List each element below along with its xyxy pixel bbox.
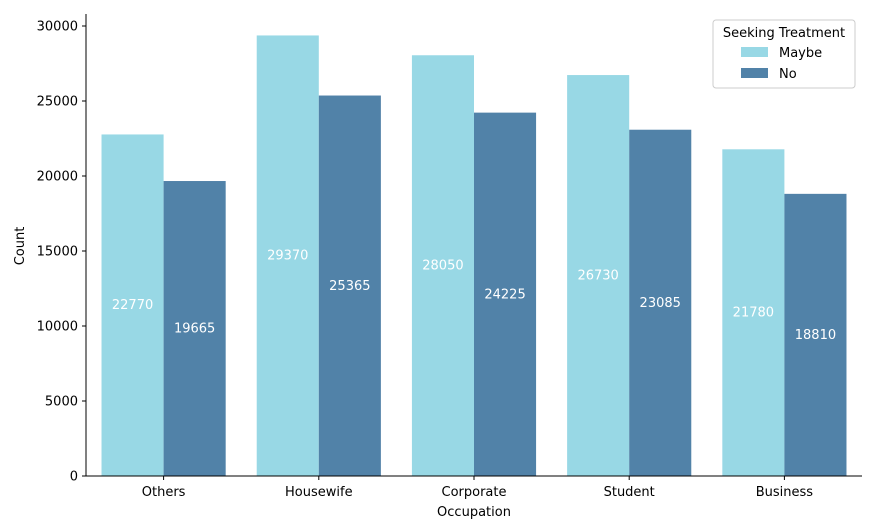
bar-value-label: 25365 (329, 279, 370, 294)
bar-value-label: 28050 (422, 259, 463, 274)
y-tick-label: 10000 (37, 320, 78, 335)
bar-value-label: 18810 (795, 328, 836, 343)
x-tick-label: Others (142, 485, 186, 500)
bar-maybe-others (101, 134, 164, 476)
axes-group: Others Housewife Corporate Student Business 0… (37, 14, 862, 500)
x-axis-title: Occupation (437, 505, 511, 520)
x-tick-label: Corporate (442, 485, 507, 500)
bar-no-housewife (318, 95, 381, 477)
bar-maybe-corporate (411, 55, 474, 476)
y-tick-label: 30000 (37, 20, 78, 35)
y-tick-label: 5000 (45, 395, 78, 410)
bar-labels-group: 22770 19665 29370 25365 28050 24225 26730 23085… (112, 249, 836, 343)
bar-value-label: 23085 (640, 296, 681, 311)
legend: Seeking Treatment Maybe No (712, 19, 856, 89)
bar-maybe-housewife (256, 35, 319, 476)
y-tick-label: 0 (70, 470, 78, 485)
bar-value-label: 24225 (484, 287, 525, 302)
bar-value-label: 22770 (112, 298, 153, 313)
x-tick-label: Housewife (285, 485, 353, 500)
legend-label-maybe: Maybe (779, 46, 822, 61)
bars-group (101, 35, 847, 477)
legend-label-no: No (779, 67, 797, 82)
bar-no-business (784, 193, 847, 476)
bar-value-label: 19665 (174, 322, 215, 337)
legend-swatch-maybe (741, 47, 768, 57)
legend-title: Seeking Treatment (723, 26, 845, 41)
bar-maybe-business (722, 149, 785, 477)
bar-value-label: 29370 (267, 249, 308, 264)
y-tick-label: 20000 (37, 170, 78, 185)
legend-swatch-no (741, 68, 768, 78)
x-tick-label: Business (756, 485, 814, 500)
x-tick-label: Student (604, 485, 655, 500)
y-tick-label: 15000 (37, 245, 78, 260)
bar-value-label: 21780 (733, 306, 774, 321)
bar-no-corporate (474, 112, 537, 476)
y-tick-label: 25000 (37, 95, 78, 110)
y-axis-title: Count (13, 227, 28, 266)
bar-maybe-student (567, 75, 630, 477)
bar-value-label: 26730 (577, 269, 618, 284)
bar-no-student (629, 129, 692, 476)
bar-no-others (163, 181, 226, 476)
